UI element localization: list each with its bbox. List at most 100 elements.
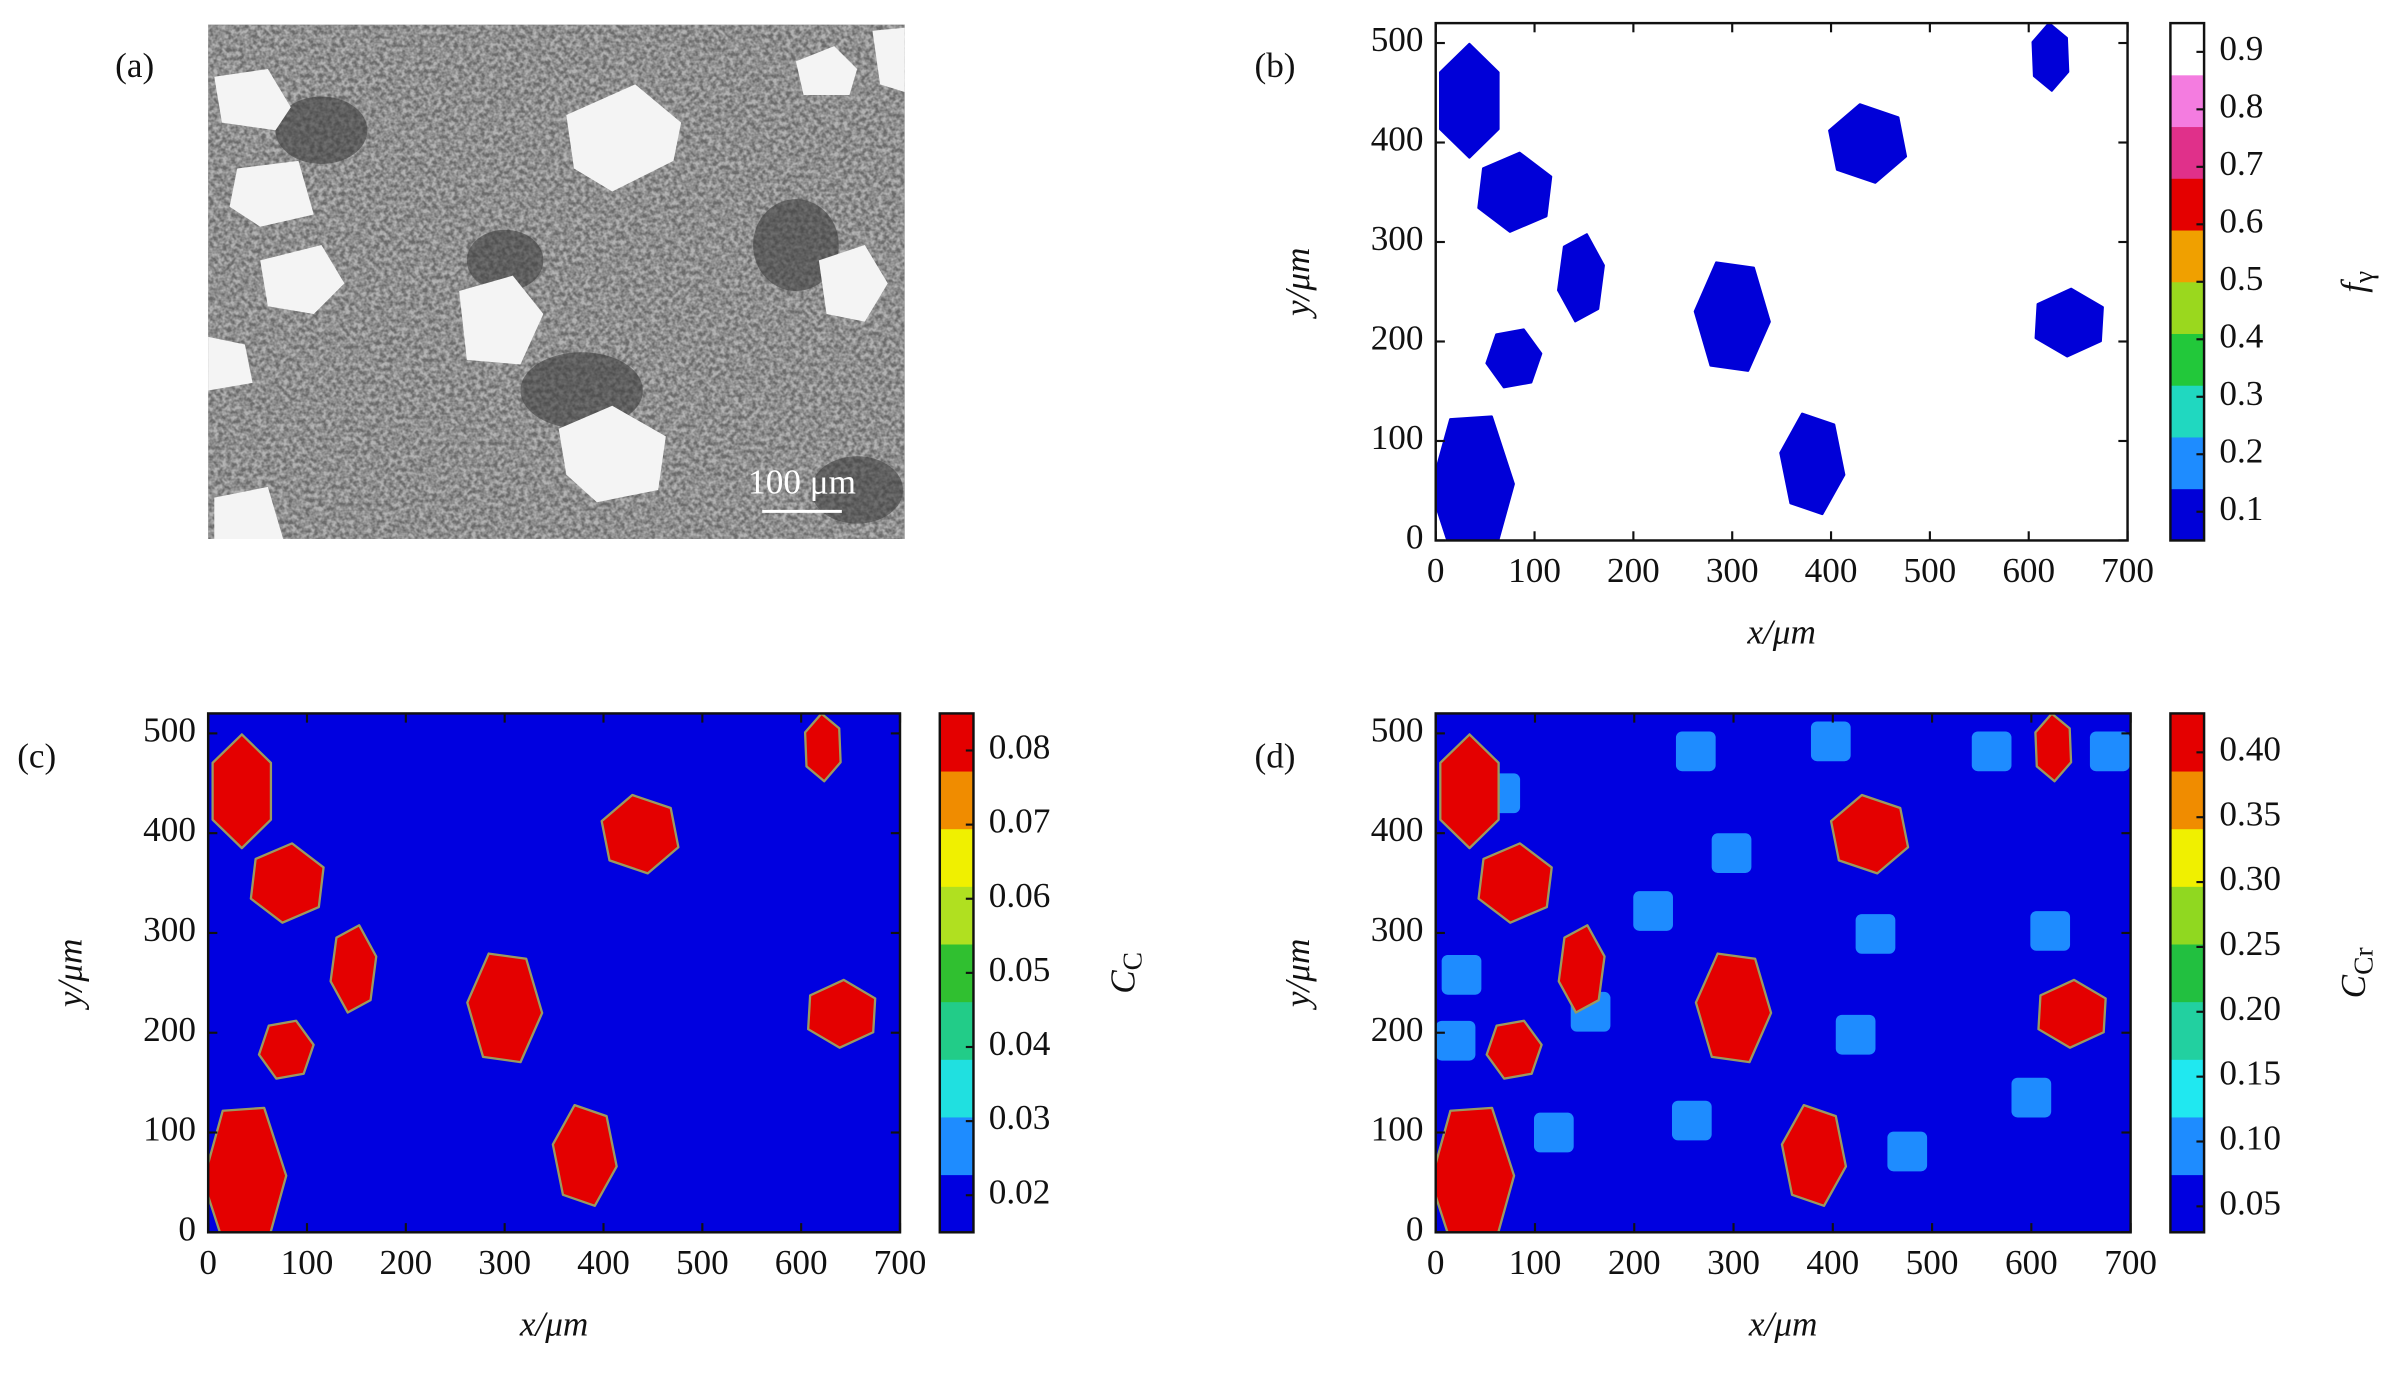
grain xyxy=(1435,1106,1516,1233)
grain xyxy=(1477,842,1553,924)
x-axis-label: x/μm xyxy=(1746,612,1815,651)
grain xyxy=(1557,924,1606,1014)
x-tick-label: 600 xyxy=(775,1243,828,1282)
colorbar-tick-label: 0.07 xyxy=(989,802,1051,841)
precipitate xyxy=(1671,1100,1712,1141)
plot-frame xyxy=(206,712,902,1234)
heatmap-panel: 0 100 200 300 400 500 600 700 0 100 200 300 400 500 x/… xyxy=(1254,20,2378,651)
precipitate xyxy=(2089,731,2130,772)
colorbar-label: CC xyxy=(1104,952,1148,994)
colorbar-band xyxy=(939,1174,974,1233)
y-tick-label: 300 xyxy=(1371,910,1424,949)
micrograph: 100 μm (a) xyxy=(115,24,905,539)
x-tick-label: 700 xyxy=(2101,551,2154,590)
grain xyxy=(1439,733,1500,850)
grain xyxy=(1477,151,1553,233)
colorbar-band xyxy=(2170,1059,2205,1118)
grain xyxy=(329,924,378,1014)
grain xyxy=(1439,42,1500,159)
colorbar-tick-label: 0.35 xyxy=(2219,794,2281,833)
plot-frame xyxy=(1434,712,2132,1234)
colorbar-tick-label: 0.08 xyxy=(989,728,1051,767)
y-tick-label: 100 xyxy=(1371,418,1424,457)
x-tick-label: 700 xyxy=(874,1243,927,1282)
grain xyxy=(551,1103,618,1207)
colorbar-label-sub: C xyxy=(1117,952,1148,970)
panel-label: (d) xyxy=(1254,736,1295,775)
x-tick-label: 500 xyxy=(676,1243,729,1282)
colorbar-tick-label: 0.5 xyxy=(2219,259,2263,298)
colorbar-tick-label: 0.25 xyxy=(2219,924,2281,963)
y-tick-label: 200 xyxy=(143,1010,196,1049)
x-tick-label: 0 xyxy=(1427,1243,1445,1282)
colorbar-label-main: f xyxy=(2334,279,2373,293)
precipitate xyxy=(1441,955,1482,995)
precipitate xyxy=(1675,731,1716,772)
colorbar-band xyxy=(939,1059,974,1118)
x-tick-label: 400 xyxy=(1806,1243,1859,1282)
grain xyxy=(1485,1019,1543,1080)
colorbar-band xyxy=(2170,178,2205,231)
x-tick-label: 300 xyxy=(478,1243,531,1282)
x-tick-label: 0 xyxy=(199,1243,217,1282)
y-tick-label: 200 xyxy=(1371,319,1424,358)
colorbar-tick-label: 0.03 xyxy=(989,1098,1051,1137)
y-axis-label: y/μm xyxy=(1278,939,1317,1010)
grain xyxy=(1485,328,1543,389)
colorbar-band xyxy=(2170,126,2205,179)
colorbar-label-main: C xyxy=(1104,970,1143,994)
panel-label: (c) xyxy=(17,736,56,775)
grain xyxy=(1557,233,1605,323)
grain xyxy=(1780,1103,1848,1207)
colorbar-label: fγ xyxy=(2334,271,2378,293)
grain xyxy=(257,1019,315,1080)
colorbar-band xyxy=(2170,1117,2205,1176)
y-axis-label: y/μm xyxy=(1278,248,1317,319)
grain xyxy=(2037,978,2107,1049)
precipitate xyxy=(1971,731,2012,772)
colorbar-label-sub: γ xyxy=(2348,271,2379,284)
x-tick-label: 700 xyxy=(2104,1243,2157,1282)
grain xyxy=(211,733,273,850)
colorbar-tick-label: 0.4 xyxy=(2219,316,2263,355)
colorbar-band xyxy=(2170,488,2205,541)
grain xyxy=(1694,952,1773,1064)
colorbar-tick-label: 0.6 xyxy=(2219,201,2263,240)
x-tick-label: 200 xyxy=(1607,551,1660,590)
x-tick-label: 100 xyxy=(281,1243,334,1282)
colorbar-band xyxy=(939,886,974,945)
colorbar-tick-label: 0.04 xyxy=(989,1024,1051,1063)
colorbar-band xyxy=(2170,333,2205,386)
colorbar-tick-label: 0.10 xyxy=(2219,1119,2281,1158)
colorbar-tick-label: 0.05 xyxy=(2219,1183,2281,1222)
x-tick-label: 100 xyxy=(1508,551,1561,590)
grain xyxy=(1828,103,1908,184)
colorbar-band xyxy=(939,1117,974,1176)
panel-label: (b) xyxy=(1254,46,1295,85)
y-tick-label: 400 xyxy=(143,810,196,849)
colorbar-band xyxy=(939,771,974,830)
y-tick-label: 100 xyxy=(1371,1110,1424,1149)
colorbar-label-sub: Cr xyxy=(2348,947,2379,975)
precipitate xyxy=(1887,1131,1928,1172)
precipitate xyxy=(1533,1112,1574,1153)
colorbar-band xyxy=(2170,74,2205,128)
colorbar-tick-label: 0.06 xyxy=(989,876,1051,915)
colorbar-tick-label: 0.20 xyxy=(2219,989,2281,1028)
panel-label: (a) xyxy=(115,46,154,85)
grain xyxy=(807,978,877,1049)
colorbar-band xyxy=(939,1001,974,1060)
precipitate xyxy=(2030,911,2071,951)
colorbar-tick-label: 0.3 xyxy=(2219,374,2263,413)
x-tick-label: 600 xyxy=(2002,551,2055,590)
x-tick-label: 600 xyxy=(2005,1243,2058,1282)
y-tick-label: 500 xyxy=(1371,20,1424,59)
x-tick-label: 300 xyxy=(1707,1243,1760,1282)
plot-frame xyxy=(1434,21,2129,542)
x-tick-label: 300 xyxy=(1706,551,1759,590)
x-axis-label: x/μm xyxy=(1748,1304,1817,1343)
precipitate xyxy=(1435,1020,1476,1061)
x-tick-label: 400 xyxy=(1805,551,1858,590)
x-tick-label: 200 xyxy=(1608,1243,1661,1282)
